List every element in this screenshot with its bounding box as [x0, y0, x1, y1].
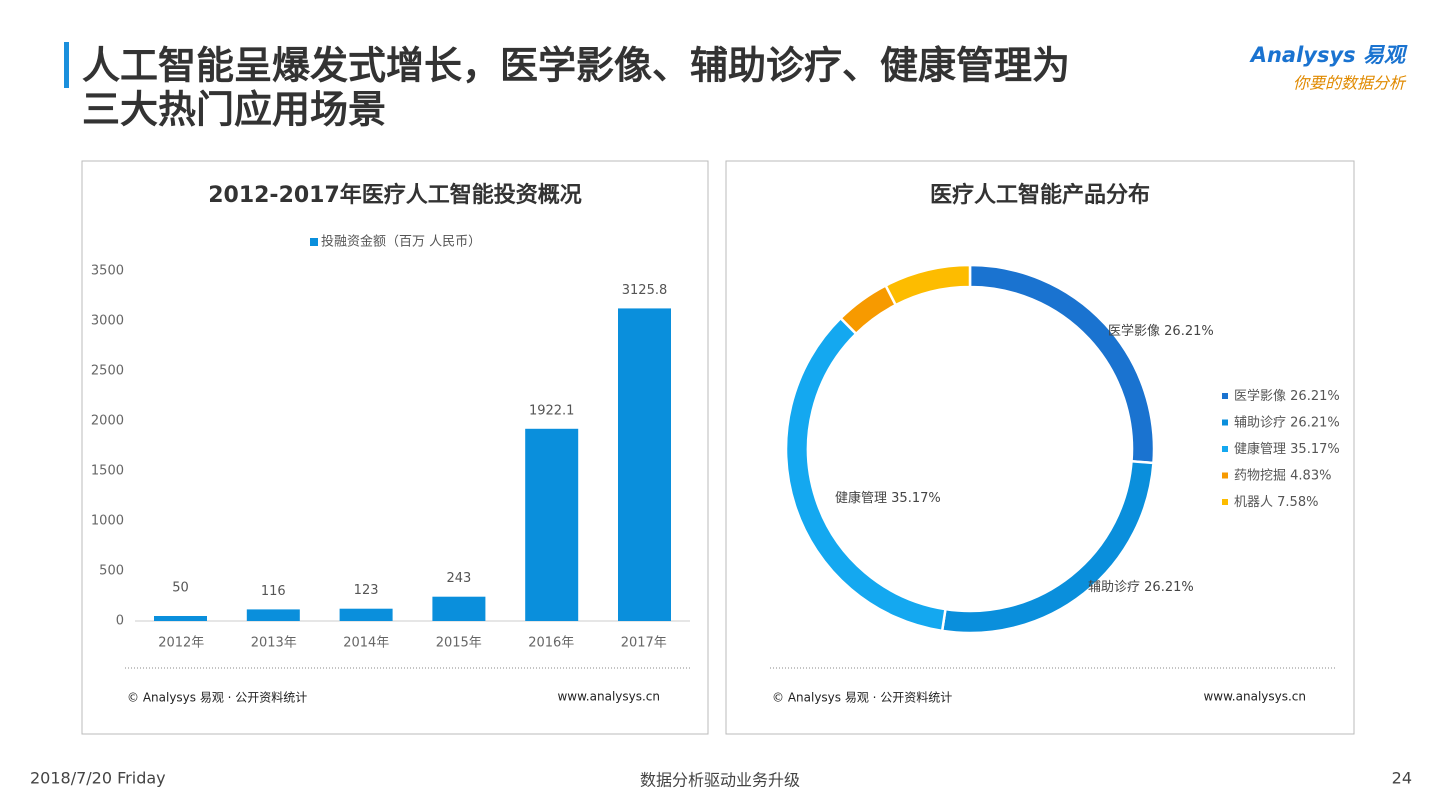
value-label: 243	[446, 571, 471, 586]
data-label-category: 辅助诊疗	[1088, 580, 1140, 595]
value-label: 1922.1	[529, 403, 575, 418]
panel	[725, 160, 1355, 735]
logo-name: Analysys 易观	[1249, 43, 1408, 67]
bar	[154, 616, 207, 621]
title-line: 三大热门应用场景	[82, 88, 386, 132]
data-label-value: 26.21%	[1144, 580, 1194, 595]
website: www.analysys.cn	[557, 690, 660, 704]
x-tick-label: 2013年	[251, 636, 297, 651]
title-accent	[64, 42, 69, 88]
y-tick-label: 3000	[91, 314, 124, 329]
legend-label: 机器人 7.58%	[1234, 495, 1318, 510]
data-label-value: 35.17%	[891, 491, 941, 506]
data-label-category: 医学影像	[1108, 323, 1160, 339]
source: © Analysys 易观 · 公开资料统计	[772, 691, 952, 705]
page-number: 24	[1392, 769, 1412, 788]
title-line: 人工智能呈爆发式增长，医学影像、辅助诊疗、健康管理为	[82, 44, 1070, 88]
data-label-category: 健康管理	[835, 490, 887, 506]
bar	[432, 596, 486, 621]
value-label: 3125.8	[622, 283, 668, 298]
chart-title: 医疗人工智能产品分布	[930, 182, 1150, 208]
x-tick-label: 2012年	[158, 636, 204, 651]
y-tick-label: 3500	[91, 264, 124, 279]
bar	[339, 608, 393, 621]
data-label: 健康管理 35.17%	[835, 490, 941, 506]
y-tick-label: 2000	[91, 414, 124, 429]
y-tick-label: 1000	[91, 514, 124, 529]
website: www.analysys.cn	[1203, 690, 1306, 704]
value-label: 50	[172, 581, 189, 596]
panel	[81, 160, 709, 735]
legend-category: 辅助诊疗	[1234, 415, 1286, 430]
legend-swatch	[310, 238, 318, 246]
legend-swatch	[1222, 446, 1228, 452]
donut-segment	[968, 263, 1156, 465]
bar	[618, 308, 671, 621]
legend-category: 医学影像	[1234, 388, 1286, 404]
data-label: 辅助诊疗 26.21%	[1088, 580, 1194, 595]
footer-slogan: 数据分析驱动业务升级	[640, 771, 800, 790]
legend-value: 26.21%	[1290, 389, 1340, 404]
y-tick-label: 0	[116, 614, 124, 629]
donut-segment	[883, 263, 972, 307]
legend-value: 4.83%	[1290, 468, 1331, 483]
legend-swatch	[1222, 499, 1228, 505]
donut-segment	[940, 459, 1155, 635]
donut-segment	[784, 316, 947, 633]
legend-swatch	[1222, 419, 1228, 426]
legend-category: 机器人	[1234, 495, 1273, 510]
legend-label: 药物挖掘 4.83%	[1234, 468, 1331, 483]
y-tick-label: 2500	[91, 364, 124, 379]
source: © Analysys 易观 · 公开资料统计	[127, 691, 307, 705]
y-tick-label: 1500	[91, 464, 124, 479]
legend-category: 药物挖掘	[1234, 468, 1286, 483]
legend-value: 35.17%	[1290, 442, 1340, 457]
x-tick-label: 2015年	[436, 636, 482, 651]
x-tick-label: 2014年	[343, 636, 389, 651]
legend-category: 健康管理	[1234, 441, 1286, 457]
data-label-value: 26.21%	[1164, 324, 1214, 339]
x-tick-label: 2016年	[528, 636, 574, 651]
legend-swatch	[1222, 472, 1228, 479]
legend-label: 健康管理 35.17%	[1234, 441, 1340, 457]
bar	[246, 609, 300, 621]
logo-slogan: 你要的数据分析	[1293, 74, 1407, 93]
legend-label: 投融资金额（百万 人民币）	[321, 234, 481, 250]
x-tick-label: 2017年	[621, 636, 667, 651]
value-label: 116	[261, 584, 286, 599]
footer-date: 2018/7/20 Friday	[30, 769, 166, 788]
legend-swatch	[1222, 393, 1228, 399]
legend-value: 26.21%	[1290, 415, 1340, 430]
y-tick-label: 500	[99, 564, 124, 579]
data-label: 医学影像 26.21%	[1108, 323, 1214, 339]
legend-value: 7.58%	[1277, 495, 1318, 510]
chart-title: 2012-2017年医疗人工智能投资概况	[208, 182, 582, 208]
legend-label: 辅助诊疗 26.21%	[1234, 415, 1340, 430]
legend-label: 医学影像 26.21%	[1234, 388, 1340, 404]
donut-segment	[838, 283, 898, 336]
bar	[525, 428, 579, 621]
value-label: 123	[354, 583, 379, 598]
